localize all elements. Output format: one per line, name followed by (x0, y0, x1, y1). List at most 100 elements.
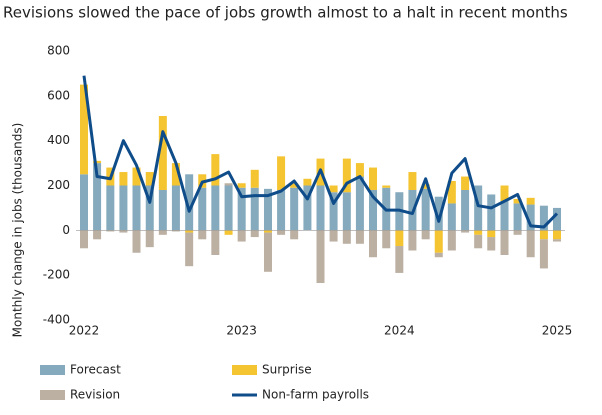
bar (329, 185, 338, 193)
bar (290, 230, 299, 240)
bar (158, 230, 167, 235)
bar (211, 154, 220, 186)
bar (408, 230, 417, 251)
x-tick-label: 2025 (542, 324, 573, 338)
bar (342, 230, 351, 244)
bar (80, 174, 88, 231)
bar (185, 230, 194, 233)
bar (500, 185, 509, 202)
bar (145, 185, 154, 231)
legend-label: Revision (70, 388, 120, 402)
bar (421, 230, 430, 240)
bar (487, 230, 496, 238)
bar (198, 230, 207, 240)
bar (106, 185, 115, 231)
bar (80, 84, 88, 175)
bar (539, 239, 548, 269)
bar (119, 230, 128, 233)
bar (171, 230, 180, 232)
bar (119, 172, 128, 186)
y-tick-label: 600 (47, 88, 70, 102)
bar (224, 230, 233, 235)
legend-label: Forecast (70, 363, 121, 377)
bar (539, 205, 548, 231)
bar (93, 230, 102, 240)
bar (355, 163, 364, 177)
bar (382, 230, 391, 249)
y-axis-label: Monthly change in jobs (thousands) (11, 123, 25, 338)
bar (447, 203, 456, 231)
bar (119, 185, 128, 231)
bar (447, 230, 456, 251)
bar (513, 198, 522, 204)
bar (263, 230, 272, 233)
bar (277, 189, 286, 231)
bar (290, 187, 299, 231)
bar (171, 185, 180, 231)
bar (434, 230, 443, 253)
bar (303, 178, 312, 186)
bar (513, 203, 522, 231)
bar (277, 156, 286, 190)
bar (158, 189, 167, 231)
bar (382, 185, 391, 188)
bar (145, 172, 154, 186)
bar (93, 160, 102, 164)
bar (263, 188, 272, 231)
bar (513, 230, 522, 235)
bar (539, 230, 548, 240)
bar (395, 246, 404, 273)
bar (553, 230, 561, 240)
bar (263, 232, 272, 272)
bar (132, 185, 141, 231)
bar (316, 185, 325, 231)
bar (224, 183, 233, 186)
bar (369, 167, 378, 190)
bar (145, 230, 154, 248)
bar (198, 187, 207, 231)
bar (237, 230, 246, 242)
bar (434, 196, 443, 231)
line (82, 75, 559, 229)
bar (474, 234, 483, 249)
bar (355, 176, 364, 231)
bar (80, 230, 88, 249)
legend-label: Surprise (262, 363, 312, 377)
bar (211, 185, 220, 231)
bar (487, 194, 496, 231)
bar (461, 176, 470, 190)
y-tick-label: 200 (47, 178, 70, 192)
x-tick-label: 2024 (384, 324, 415, 338)
y-tick-label: 0 (62, 223, 70, 237)
bar (250, 230, 259, 238)
legend-swatch (232, 365, 257, 375)
bar (421, 188, 430, 231)
bar (526, 230, 535, 258)
chart-title: Revisions slowed the pace of jobs growth… (3, 4, 568, 22)
bar (447, 181, 456, 204)
bar (290, 183, 299, 188)
bar (185, 174, 194, 231)
bar (106, 230, 115, 232)
bar (237, 183, 246, 188)
bar (408, 172, 417, 190)
bar (500, 201, 509, 231)
bar (342, 158, 351, 193)
bar (474, 185, 483, 231)
bar (329, 230, 338, 242)
bar (526, 204, 535, 231)
legend-swatch (40, 390, 65, 400)
legend-label: Non-farm payrolls (262, 388, 369, 402)
bar (355, 230, 364, 244)
y-tick-label: 800 (47, 44, 70, 58)
bar (500, 230, 509, 255)
bar (461, 189, 470, 231)
bar (250, 187, 259, 231)
y-tick-label: -400 (43, 313, 70, 327)
legend-swatch (40, 365, 65, 375)
bar (277, 230, 286, 235)
bar (342, 192, 351, 231)
bar (474, 230, 483, 235)
bar (224, 185, 233, 231)
bar (553, 207, 561, 231)
